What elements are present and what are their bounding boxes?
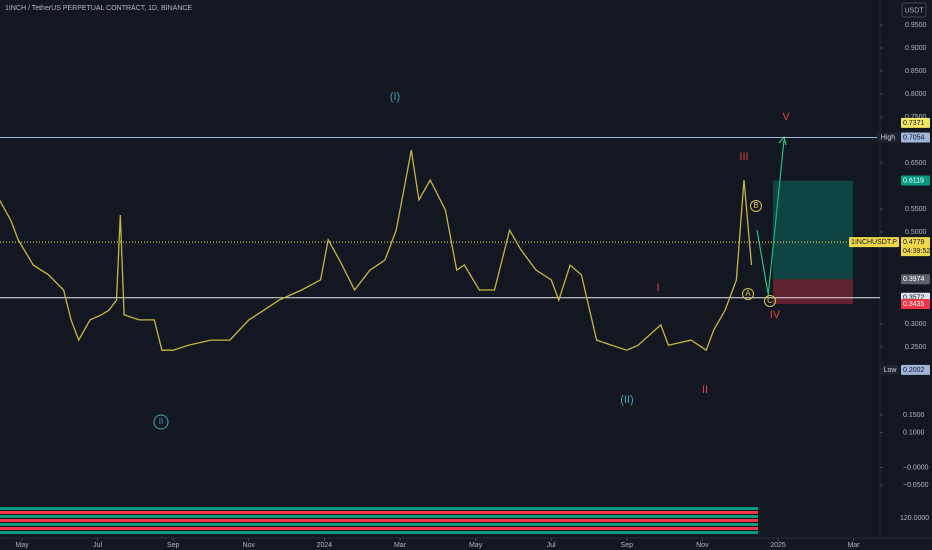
annotation-circle bbox=[750, 200, 762, 212]
wave-label: I bbox=[656, 282, 659, 294]
y2-tick-label: −0.0000 bbox=[903, 464, 929, 471]
y-tick-label: 0.8500 bbox=[905, 68, 927, 75]
price-label-box bbox=[901, 237, 930, 257]
wave-label: IV bbox=[770, 309, 781, 321]
price-label-name: 1INCHUSDT.P bbox=[851, 239, 897, 246]
wave-label: C bbox=[767, 296, 773, 305]
y-tick-label: 0.6500 bbox=[905, 160, 927, 167]
y-tick-label: 0.5000 bbox=[905, 229, 927, 236]
price-label: 0.7371 bbox=[903, 120, 925, 127]
y-tick-label: 0.7500 bbox=[905, 114, 927, 121]
price-label: 0.2002 bbox=[903, 367, 925, 374]
annotation-circle bbox=[742, 288, 754, 300]
wave-label: II bbox=[159, 417, 163, 426]
x-tick-label: Nov bbox=[696, 542, 709, 549]
price-label: 0.7054 bbox=[903, 134, 925, 141]
price-label-name: High bbox=[881, 134, 896, 141]
price-label-box bbox=[901, 117, 930, 128]
y-tick-label: 0.5500 bbox=[905, 206, 927, 213]
price-label-box bbox=[901, 175, 930, 186]
countdown: 04:39:52 bbox=[903, 248, 930, 255]
x-tick-label: Sep bbox=[621, 542, 634, 549]
wave-arrow bbox=[756, 229, 769, 294]
price-label-name-box bbox=[881, 364, 899, 375]
y-tick-label: 0.9000 bbox=[905, 45, 927, 52]
wave-label: II bbox=[702, 384, 708, 396]
x-tick-label: Nov bbox=[243, 542, 256, 549]
x-tick-label: Mar bbox=[848, 542, 861, 549]
x-tick-label: May bbox=[469, 542, 483, 549]
wave-label: (II) bbox=[620, 394, 633, 406]
wave-label: V bbox=[782, 111, 790, 123]
wave-label: A bbox=[745, 289, 751, 298]
price-label-box bbox=[901, 274, 930, 285]
arrow-head bbox=[778, 135, 787, 146]
wave-arrow bbox=[767, 139, 785, 298]
wave-label: B bbox=[753, 201, 758, 210]
profit-zone bbox=[773, 180, 853, 280]
indicator-strips bbox=[0, 507, 758, 534]
y2-tick-label: 0.1500 bbox=[903, 412, 925, 419]
wave-label: III bbox=[739, 151, 748, 163]
currency: USDT bbox=[904, 7, 924, 14]
price-label: 0.6119 bbox=[903, 177, 924, 184]
y-tick-label: 0.8000 bbox=[905, 91, 927, 98]
x-tick-label: Jul bbox=[93, 542, 102, 549]
price-label: 0.3974 bbox=[903, 276, 925, 283]
x-tick-label: 2024 bbox=[317, 542, 333, 549]
price-label-name: Low bbox=[884, 367, 898, 374]
price-label-name-box bbox=[849, 237, 899, 248]
x-tick-label: Sep bbox=[167, 542, 180, 549]
x-tick-label: Mar bbox=[394, 542, 407, 549]
price-label: 0.3572 bbox=[903, 295, 925, 302]
y2-tick-label: −0.0500 bbox=[903, 482, 929, 489]
annotation-circle bbox=[764, 295, 776, 307]
lower-pane-tick: 120.0000 bbox=[900, 515, 929, 522]
price-label: 0.3435 bbox=[903, 301, 925, 308]
x-tick-label: 2025 bbox=[770, 542, 786, 549]
price-label-name-box bbox=[877, 132, 899, 143]
wave-label: (I) bbox=[390, 91, 400, 103]
y-tick-label: 0.3000 bbox=[905, 321, 927, 328]
price-label-box bbox=[901, 364, 930, 375]
y-tick-label: 0.9500 bbox=[905, 22, 927, 29]
currency-box bbox=[901, 2, 927, 18]
price-line-series bbox=[0, 149, 753, 352]
y-tick-label: 0.2500 bbox=[905, 344, 927, 351]
price-label: 0.4779 bbox=[903, 239, 925, 246]
symbol-title: 1INCH / TetherUS PERPETUAL CONTRACT, 1D,… bbox=[5, 5, 192, 12]
loss-zone bbox=[773, 279, 853, 304]
price-label-box bbox=[901, 132, 930, 143]
annotation-circle bbox=[153, 414, 169, 430]
y2-tick-label: 0.1000 bbox=[903, 429, 925, 436]
price-label-box bbox=[901, 298, 930, 309]
x-tick-label: May bbox=[15, 542, 29, 549]
x-tick-label: Jul bbox=[547, 542, 556, 549]
